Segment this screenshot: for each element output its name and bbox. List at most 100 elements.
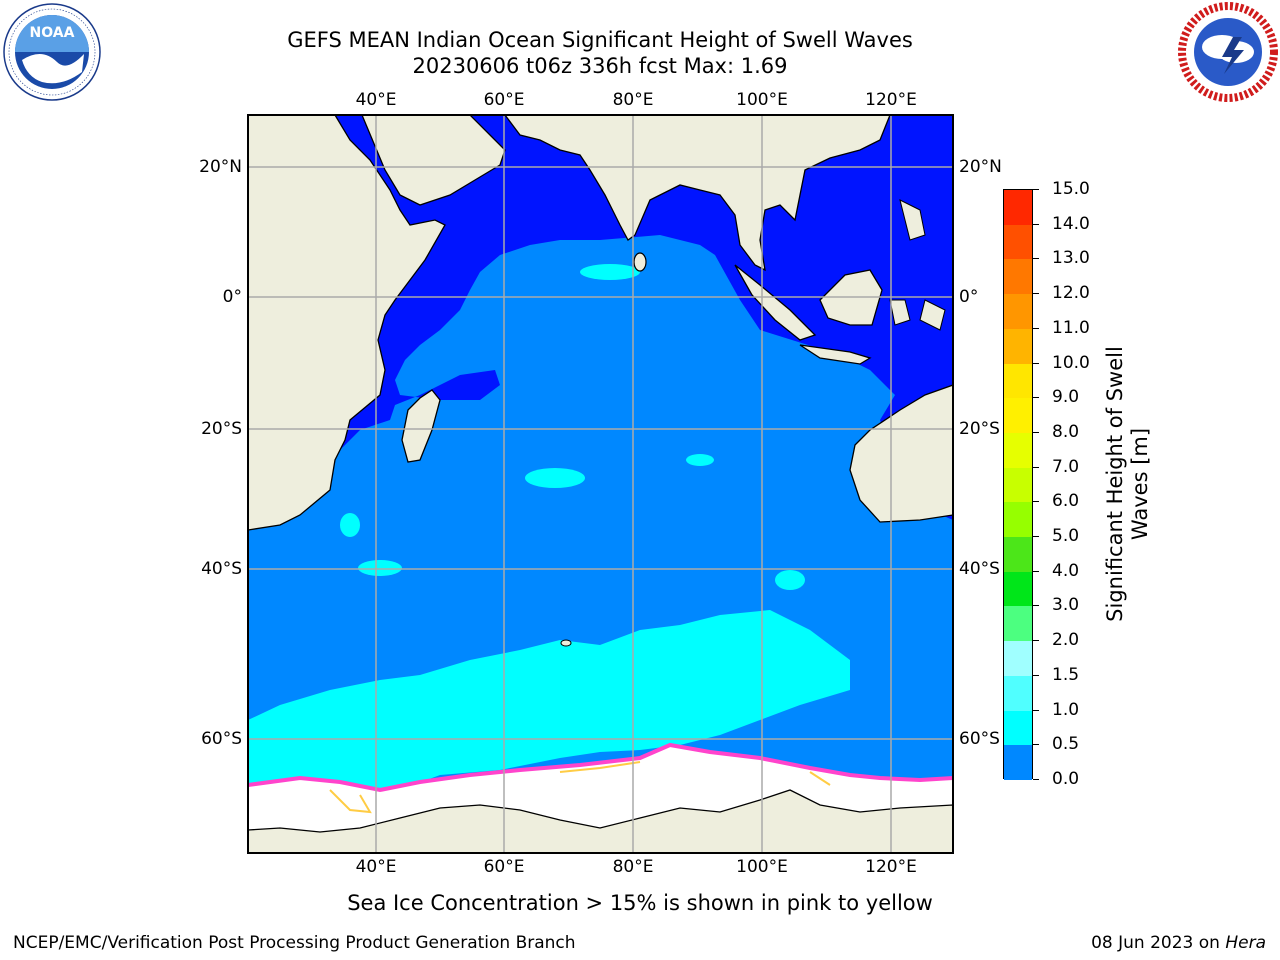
- lon-tick-top: 100°E: [736, 90, 788, 110]
- colorbar-label: 1.0: [1052, 699, 1080, 720]
- chart-subtitle: 20230606 t06z 336h fcst Max: 1.69: [412, 54, 788, 78]
- lon-tick-bottom: 40°E: [355, 857, 397, 877]
- colorbar-segment: [1004, 467, 1032, 503]
- colorbar-tick: [1033, 258, 1039, 260]
- colorbar-tick: [1033, 293, 1039, 295]
- colorbar-segment: [1004, 190, 1032, 226]
- colorbar: [1003, 189, 1033, 781]
- colorbar-tick: [1033, 709, 1039, 711]
- land-arabia: [361, 115, 506, 206]
- lat-tick-right: 40°S: [959, 559, 1000, 579]
- footer-host: Hera: [1225, 933, 1266, 953]
- colorbar-label: 0.0: [1052, 769, 1080, 789]
- lat-tick-right: 20°N: [959, 157, 1002, 177]
- land-india: [504, 115, 891, 272]
- colorbar-tick: [1033, 536, 1039, 538]
- colorbar-label: 12.0: [1052, 283, 1090, 304]
- footer-credit: NCEP/EMC/Verification Post Processing Pr…: [13, 933, 576, 953]
- lat-tick-left: 60°S: [201, 729, 242, 749]
- colorbar-segment: [1004, 571, 1032, 607]
- sea-ice-note: Sea Ice Concentration > 15% is shown in …: [347, 891, 933, 915]
- colorbar-segment: [1004, 259, 1032, 295]
- colorbar-label: 15.0: [1052, 179, 1090, 199]
- graticule: [248, 115, 953, 853]
- ocean-swell-0-05-north: [248, 115, 953, 530]
- colorbar-tick: [1033, 779, 1039, 780]
- colorbar-tick: [1033, 640, 1039, 642]
- colorbar-segment: [1004, 710, 1032, 746]
- colorbar-segment: [1004, 294, 1032, 330]
- lat-tick-left: 20°N: [199, 157, 242, 177]
- colorbar-segment: [1004, 432, 1032, 469]
- colorbar-label: 10.0: [1052, 352, 1090, 373]
- noaa-logo: NOAA: [3, 3, 101, 101]
- colorbar-segment: [1004, 363, 1032, 399]
- land-australia: [849, 384, 953, 523]
- lat-tick-right: 0°: [959, 287, 979, 307]
- colorbar-label: 1.5: [1052, 664, 1080, 685]
- colorbar-tick: [1033, 674, 1039, 676]
- colorbar-label: 8.0: [1052, 421, 1080, 442]
- lon-tick-top: 40°E: [355, 90, 397, 110]
- colorbar-tick: [1033, 431, 1039, 433]
- lat-tick-right: 60°S: [959, 729, 1000, 749]
- lon-tick-top: 80°E: [612, 90, 654, 110]
- colorbar-label: 5.0: [1052, 526, 1080, 547]
- colorbar-tick: [1033, 362, 1039, 364]
- colorbar-segment: [1004, 398, 1032, 434]
- colorbar-title: Significant Height of Swell Waves [m]: [1103, 274, 1153, 694]
- colorbar-tick: [1033, 605, 1039, 607]
- lon-tick-bottom: 80°E: [612, 857, 654, 877]
- land-madagascar: [401, 389, 441, 463]
- lon-tick-bottom: 120°E: [865, 857, 917, 877]
- land-africa: [248, 115, 446, 531]
- colorbar-tick: [1033, 466, 1039, 468]
- footer-date-text: 08 Jun 2023 on: [1091, 933, 1226, 953]
- lat-tick-left: 20°S: [201, 419, 242, 439]
- colorbar-segment: [1004, 328, 1032, 365]
- colorbar-label: 9.0: [1052, 387, 1080, 408]
- colorbar-tick: [1033, 327, 1039, 329]
- ocean-swell-10-15: [248, 610, 850, 795]
- colorbar-tick: [1033, 223, 1039, 225]
- lon-tick-top: 120°E: [865, 90, 917, 110]
- colorbar-label: 11.0: [1052, 317, 1090, 338]
- colorbar-tick: [1033, 189, 1039, 190]
- colorbar-label: 0.5: [1052, 734, 1080, 755]
- ice-edge: [248, 742, 953, 793]
- colorbar-segment: [1004, 224, 1032, 260]
- footer-date: 08 Jun 2023 on Hera: [1091, 933, 1266, 953]
- colorbar-title-line2: Waves [m]: [1128, 427, 1152, 541]
- land-java: [799, 344, 872, 365]
- colorbar-label: 6.0: [1052, 491, 1080, 512]
- map-border: [247, 114, 954, 854]
- colorbar-tick: [1033, 397, 1039, 399]
- colorbar-label: 4.0: [1052, 560, 1080, 581]
- land-sri-lanka: [633, 252, 647, 272]
- colorbar-segment: [1004, 641, 1032, 677]
- colorbar-label: 13.0: [1052, 248, 1090, 269]
- lon-tick-bottom: 100°E: [736, 857, 788, 877]
- colorbar-label: 3.0: [1052, 595, 1080, 616]
- land-sumatra: [734, 264, 817, 341]
- land-antarctica: [248, 789, 953, 853]
- colorbar-label: 7.0: [1052, 456, 1080, 477]
- colorbar-label: 2.0: [1052, 630, 1080, 651]
- colorbar-segment: [1004, 606, 1032, 642]
- colorbar-label: 14.0: [1052, 213, 1090, 234]
- colorbar-segment: [1004, 675, 1032, 712]
- nws-logo: [1178, 2, 1278, 102]
- lon-tick-bottom: 60°E: [483, 857, 525, 877]
- colorbar-segment: [1004, 537, 1032, 573]
- colorbar-tick: [1033, 744, 1039, 746]
- colorbar-segment: [1004, 502, 1032, 538]
- colorbar-title-line1: Significant Height of Swell: [1103, 346, 1127, 622]
- colorbar-tick: [1033, 501, 1039, 503]
- lat-tick-left: 40°S: [201, 559, 242, 579]
- lon-tick-top: 60°E: [483, 90, 525, 110]
- lat-tick-right: 20°S: [959, 419, 1000, 439]
- lat-tick-left: 0°: [222, 287, 242, 307]
- chart-title: GEFS MEAN Indian Ocean Significant Heigh…: [287, 28, 913, 52]
- colorbar-segment: [1004, 745, 1032, 781]
